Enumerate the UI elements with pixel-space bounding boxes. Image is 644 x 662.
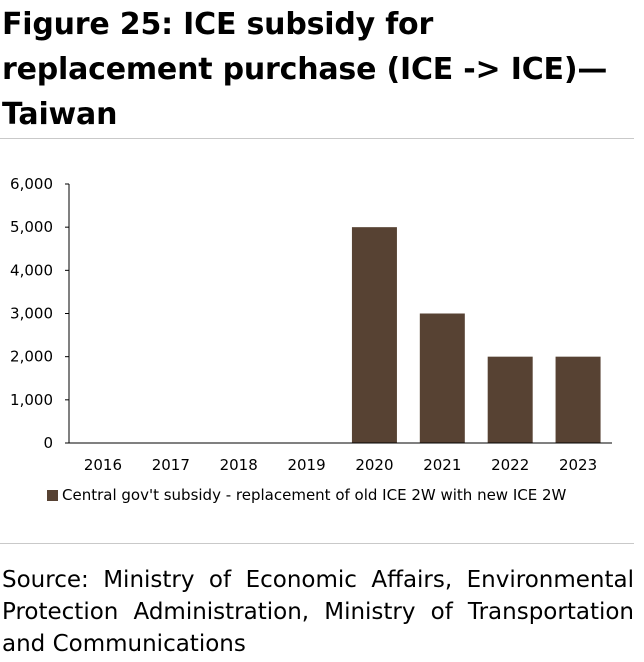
x-tick-label: 2019 [287, 456, 325, 474]
bar-2022 [487, 356, 533, 443]
bar-2020 [351, 227, 397, 443]
top-divider [0, 138, 634, 139]
y-tick-label: 3,000 [10, 305, 53, 323]
x-tick-label: 2016 [84, 456, 122, 474]
x-tick-label: 2018 [220, 456, 258, 474]
source-note: Source: Ministry of Economic Affairs, En… [2, 567, 634, 657]
y-tick-label: 4,000 [10, 261, 53, 279]
x-tick-label: 2020 [355, 456, 393, 474]
bottom-divider [0, 543, 634, 544]
x-tick-label: 2021 [423, 456, 461, 474]
x-tick-label: 2023 [559, 456, 597, 474]
x-axis-ticks: 2016 2017 2018 2019 2020 2021 2022 2023 [84, 456, 597, 474]
y-tick-label: 0 [43, 434, 53, 452]
x-tick-label: 2017 [152, 456, 190, 474]
figure-title: Figure 25: ICE subsidy for replacement p… [2, 7, 608, 132]
bar-2023 [555, 356, 601, 443]
legend-label: Central gov't subsidy - replacement of o… [62, 486, 567, 504]
y-tick-label: 6,000 [10, 175, 53, 193]
bar-chart: 0 1,000 2,000 3,000 4,000 5,000 6,000 2016 2017… [10, 175, 612, 474]
y-axis-ticks: 0 1,000 2,000 3,000 4,000 5,000 6,000 [10, 175, 69, 452]
legend: Central gov't subsidy - replacement of o… [47, 486, 566, 504]
x-tick-label: 2022 [491, 456, 529, 474]
bar-2021 [419, 313, 465, 443]
bars [351, 227, 601, 443]
legend-swatch [47, 489, 58, 501]
y-tick-label: 2,000 [10, 348, 53, 366]
y-tick-label: 1,000 [10, 391, 53, 409]
y-tick-label: 5,000 [10, 218, 53, 236]
